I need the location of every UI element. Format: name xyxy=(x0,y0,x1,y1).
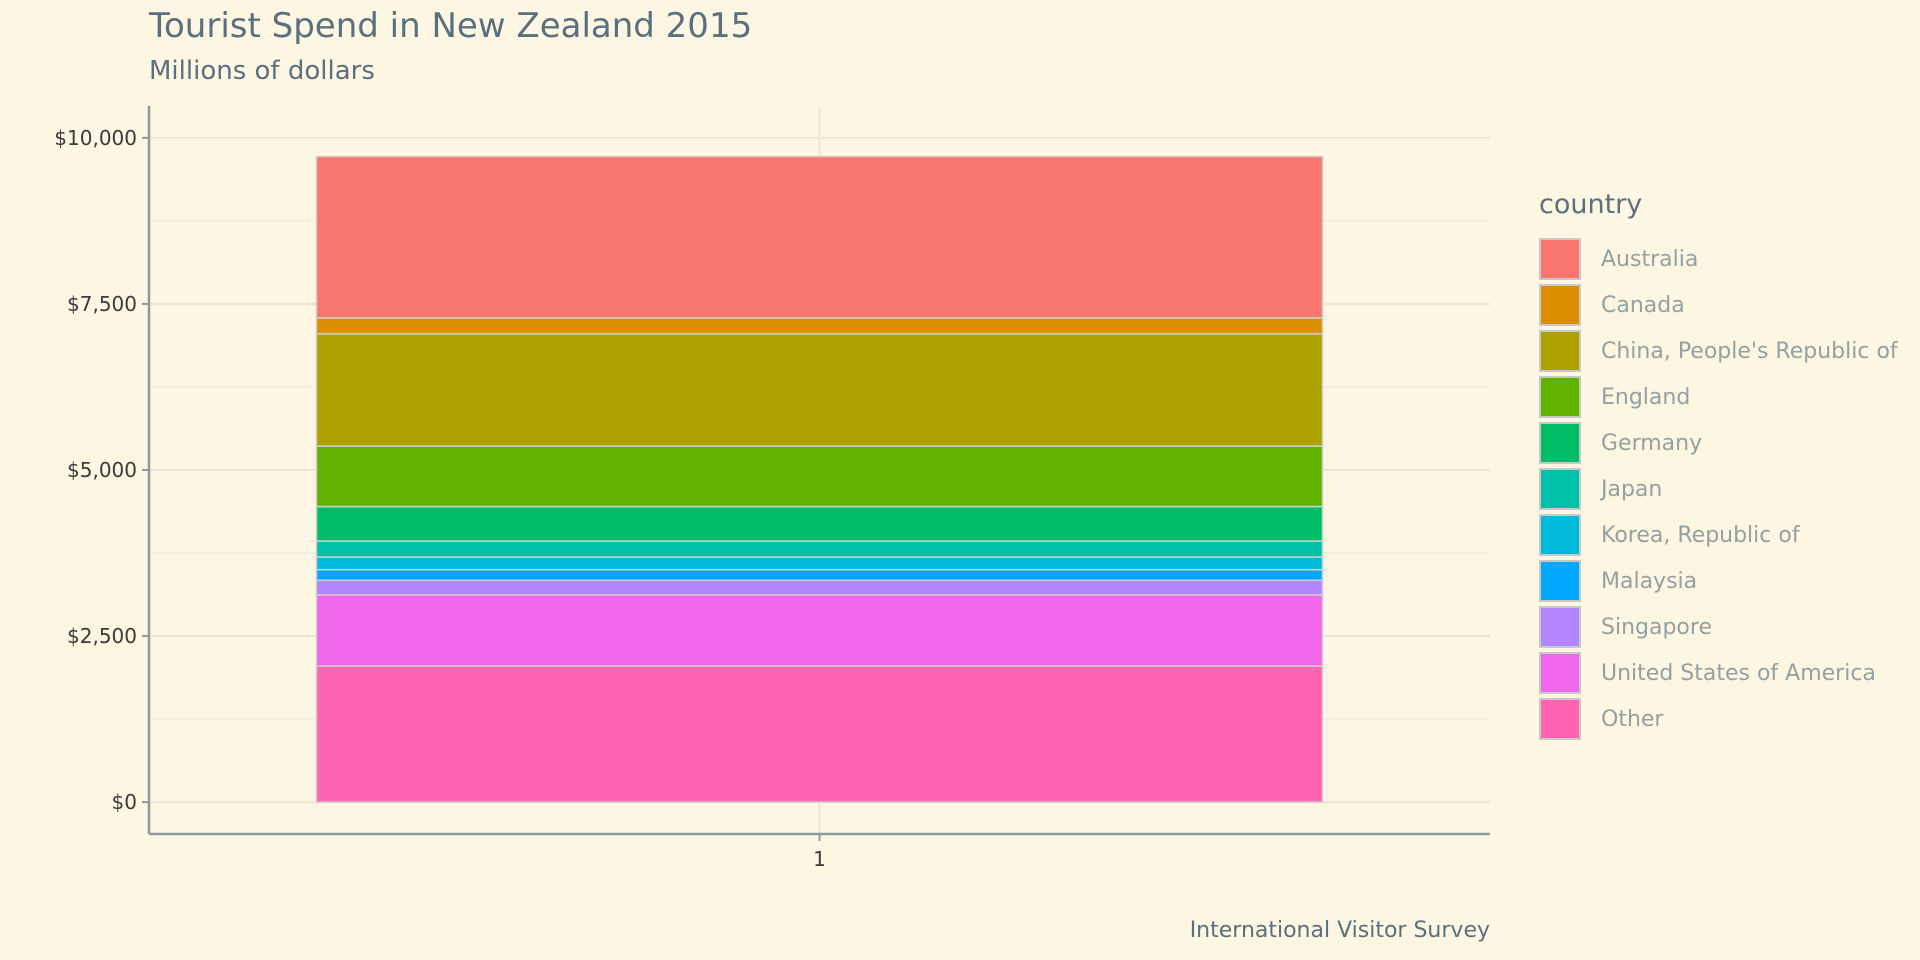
legend-swatch xyxy=(1539,652,1581,694)
bar-segment-canada xyxy=(315,317,1324,335)
legend-label: Australia xyxy=(1601,246,1699,272)
bar-segment-singapore xyxy=(315,579,1324,596)
legend-label: Other xyxy=(1601,706,1664,732)
legend-label: China, People's Republic of xyxy=(1601,338,1898,364)
legend-swatch xyxy=(1539,422,1581,464)
legend-swatch xyxy=(1539,284,1581,326)
legend-label: Korea, Republic of xyxy=(1601,522,1800,548)
chart-subtitle: Millions of dollars xyxy=(149,56,375,86)
bar-segment-japan xyxy=(315,540,1324,558)
bar-segment-australia xyxy=(315,155,1324,319)
bar-segment-england xyxy=(315,445,1324,508)
legend-item: China, People's Republic of xyxy=(1539,328,1898,374)
bar-segment-china-people-s-republic-of xyxy=(315,333,1324,447)
legend-swatch xyxy=(1539,468,1581,510)
chart-title: Tourist Spend in New Zealand 2015 xyxy=(149,6,753,46)
legend-item: Singapore xyxy=(1539,604,1898,650)
chart-caption: International Visitor Survey xyxy=(1189,918,1490,943)
legend-label: England xyxy=(1601,384,1691,410)
legend-item: Other xyxy=(1539,696,1898,742)
y-tick-label: $7,500 xyxy=(67,292,137,316)
legend: country Australia Canada China, People's R… xyxy=(1539,188,1898,742)
legend-item: Canada xyxy=(1539,282,1898,328)
y-tick-label: $0 xyxy=(112,790,137,814)
legend-item: Korea, Republic of xyxy=(1539,512,1898,558)
bar-segment-germany xyxy=(315,505,1324,542)
legend-item: United States of America xyxy=(1539,650,1898,696)
legend-swatch xyxy=(1539,376,1581,418)
legend-items: Australia Canada China, People's Republic … xyxy=(1539,236,1898,742)
legend-swatch xyxy=(1539,330,1581,372)
legend-label: Japan xyxy=(1601,476,1663,502)
bar-segment-malaysia xyxy=(315,568,1324,582)
legend-label: United States of America xyxy=(1601,660,1876,686)
legend-item: England xyxy=(1539,374,1898,420)
legend-label: Singapore xyxy=(1601,614,1712,640)
legend-item: Malaysia xyxy=(1539,558,1898,604)
y-tick-label: $5,000 xyxy=(67,458,137,482)
x-tick-label: 1 xyxy=(813,847,826,871)
legend-item: Germany xyxy=(1539,420,1898,466)
legend-item: Japan xyxy=(1539,466,1898,512)
y-tick-label: $10,000 xyxy=(54,126,137,150)
legend-swatch xyxy=(1539,698,1581,740)
legend-swatch xyxy=(1539,606,1581,648)
legend-swatch xyxy=(1539,514,1581,556)
bar-segment-other xyxy=(315,665,1324,803)
legend-swatch xyxy=(1539,560,1581,602)
legend-label: Malaysia xyxy=(1601,568,1698,594)
bar-segment-united-states-of-america xyxy=(315,594,1324,667)
legend-title: country xyxy=(1539,189,1643,220)
y-tick-label: $2,500 xyxy=(67,624,137,648)
bar-segment-korea-republic-of xyxy=(315,556,1324,571)
legend-label: Germany xyxy=(1601,430,1703,456)
legend-item: Australia xyxy=(1539,236,1898,282)
legend-swatch xyxy=(1539,238,1581,280)
legend-label: Canada xyxy=(1601,292,1685,318)
